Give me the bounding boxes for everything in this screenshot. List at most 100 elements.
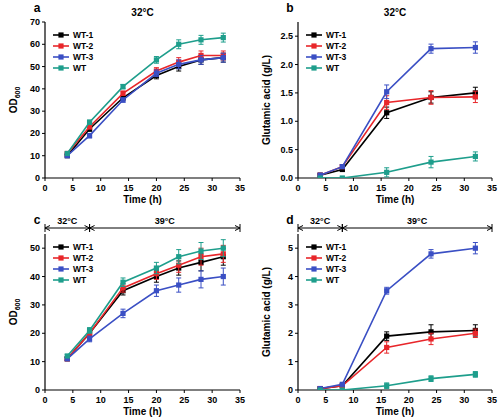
legend-label: WT-2 — [73, 253, 94, 263]
y-axis-label: OD600 — [8, 87, 21, 114]
y-axis — [297, 234, 298, 390]
x-axis-label: Time (h) — [123, 194, 162, 205]
data-point — [340, 175, 345, 178]
data-point — [384, 170, 389, 175]
legend-marker — [58, 43, 63, 48]
y-axis-label-main: OD — [8, 310, 19, 325]
data-point — [87, 336, 92, 341]
data-point — [198, 37, 203, 42]
x-tick — [156, 178, 157, 181]
x-tick — [184, 390, 185, 393]
x-axis — [45, 177, 240, 178]
series-line — [320, 93, 475, 175]
series-line — [67, 55, 223, 153]
error-bar — [221, 268, 226, 285]
error-bar — [176, 250, 181, 264]
error-bar — [87, 133, 92, 137]
data-point — [120, 91, 125, 96]
error-bar — [384, 332, 389, 341]
y-axis-label-sub: 600 — [14, 299, 21, 311]
legend-marker — [311, 277, 316, 282]
data-point — [384, 334, 389, 339]
error-bar — [199, 35, 204, 44]
y-tick-label: 20 — [30, 128, 40, 138]
y-tick-label: 40 — [30, 272, 40, 282]
error-bar — [121, 84, 126, 88]
error-bar — [154, 57, 159, 64]
x-tick-label: 0 — [42, 395, 47, 405]
y-tick — [295, 333, 298, 334]
x-tick-label: 20 — [151, 183, 161, 193]
y-tick-label: 1 — [288, 357, 293, 367]
x-tick-label: 35 — [487, 183, 497, 193]
x-tick-label: 15 — [376, 183, 386, 193]
y-axis-label-sub: 600 — [14, 87, 21, 99]
figure: 05101520253035010203040506070Time (h)OD6… — [0, 0, 500, 419]
y-axis — [297, 22, 298, 178]
x-tick — [212, 178, 213, 181]
plot-area — [65, 33, 226, 158]
data-point — [384, 288, 389, 293]
legend-marker — [311, 54, 316, 59]
series-line — [320, 156, 475, 178]
legend: WT-1WT-2WT-3WT — [53, 242, 94, 285]
x-tick — [353, 390, 354, 393]
y-axis-label: Glutamic acid (g/L) — [261, 267, 272, 357]
x-tick — [492, 178, 493, 181]
x-tick — [72, 178, 73, 181]
legend-label: WT-1 — [326, 242, 347, 252]
data-point — [65, 151, 70, 156]
x-tick — [464, 178, 465, 181]
legend-label: WT-1 — [73, 30, 94, 40]
legend-label: WT-3 — [326, 264, 347, 274]
x-tick — [128, 390, 129, 393]
data-point — [198, 248, 203, 253]
data-point — [154, 288, 159, 293]
error-bar — [176, 278, 181, 292]
x-tick — [72, 390, 73, 393]
x-tick-label: 5 — [323, 183, 328, 193]
x-tick-label: 25 — [179, 395, 189, 405]
error-bar — [87, 120, 92, 124]
x-tick-label: 5 — [70, 395, 75, 405]
plot-area — [318, 243, 478, 390]
arrow-head — [342, 226, 347, 231]
data-point — [428, 95, 433, 100]
y-axis — [44, 234, 45, 390]
error-bar — [154, 70, 159, 77]
y-tick — [295, 36, 298, 37]
x-tick-label: 25 — [432, 395, 442, 405]
plot-area — [318, 42, 478, 178]
panel: 0510152025303501020304050Time (h)OD600c3… — [8, 213, 245, 417]
legend-label: WT-1 — [326, 30, 347, 40]
x-tick — [492, 390, 493, 393]
data-point — [428, 95, 433, 100]
data-point — [198, 57, 203, 62]
legend-label: WT-2 — [326, 41, 347, 51]
error-bar — [429, 91, 434, 105]
x-tick-label: 20 — [404, 183, 414, 193]
error-bar — [199, 271, 204, 288]
y-tick-label: 30 — [30, 300, 40, 310]
error-bar — [87, 328, 92, 334]
panel-label: b — [286, 1, 293, 15]
error-bar — [340, 165, 345, 168]
error-bar — [473, 152, 478, 161]
annotation: 32°C — [57, 216, 78, 226]
x-tick-label: 30 — [207, 183, 217, 193]
x-tick-label: 10 — [348, 395, 358, 405]
legend-marker — [58, 244, 63, 249]
series-line — [320, 48, 475, 176]
y-tick — [42, 111, 45, 112]
y-tick — [42, 133, 45, 134]
x-tick-label: 5 — [70, 183, 75, 193]
y-axis-label: OD600 — [8, 299, 21, 326]
legend-marker — [311, 266, 316, 271]
y-tick-label: 0.0 — [280, 173, 293, 183]
plot-area — [65, 240, 226, 362]
series-line — [67, 58, 223, 156]
y-tick — [295, 276, 298, 277]
error-bar — [384, 85, 389, 99]
error-bar — [221, 53, 226, 62]
x-tick — [436, 178, 437, 181]
